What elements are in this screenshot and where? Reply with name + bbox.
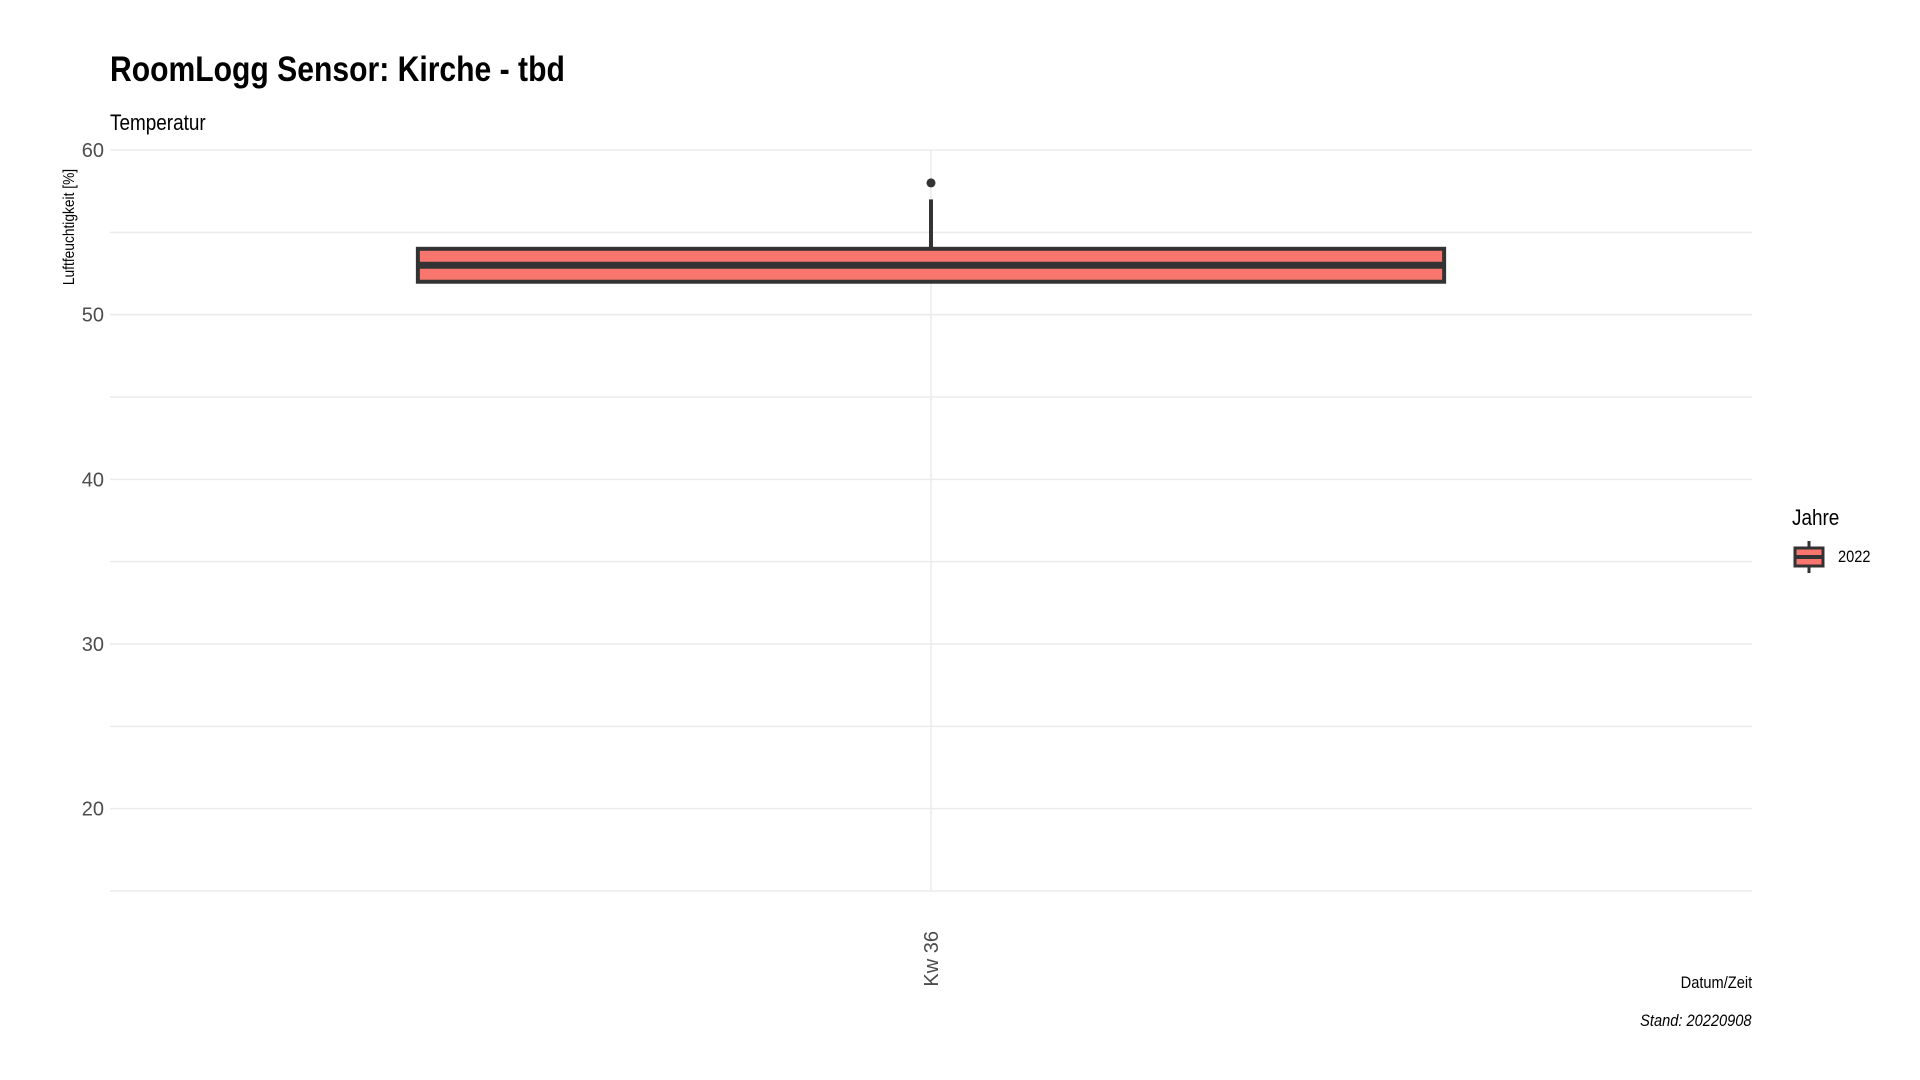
- y-tick-label: 60: [82, 140, 104, 162]
- boxplot-marks: [415, 178, 1447, 284]
- y-tick-label: 50: [82, 305, 104, 327]
- outlier-point: [926, 178, 936, 188]
- y-tick-label: 30: [82, 634, 104, 656]
- grid-lines: [110, 149, 1752, 892]
- y-tick-labels: 20 30 40 50 60: [82, 140, 104, 821]
- x-tick-label: Kw 36: [921, 931, 943, 987]
- y-tick-label: 20: [82, 799, 104, 821]
- y-tick-label: 40: [82, 469, 104, 491]
- chart-title: RoomLogg Sensor: Kirche - tbd: [110, 50, 565, 89]
- legend-key-2022: [1793, 541, 1825, 573]
- chart-caption: Stand: 20220908: [1640, 1011, 1752, 1030]
- legend-title: Jahre: [1792, 505, 1840, 530]
- x-tick-labels: Kw 36: [921, 931, 943, 987]
- legend-label-2022: 2022: [1838, 547, 1871, 566]
- chart-subtitle: Temperatur: [110, 110, 206, 135]
- x-axis-label: Datum/Zeit: [1680, 973, 1752, 992]
